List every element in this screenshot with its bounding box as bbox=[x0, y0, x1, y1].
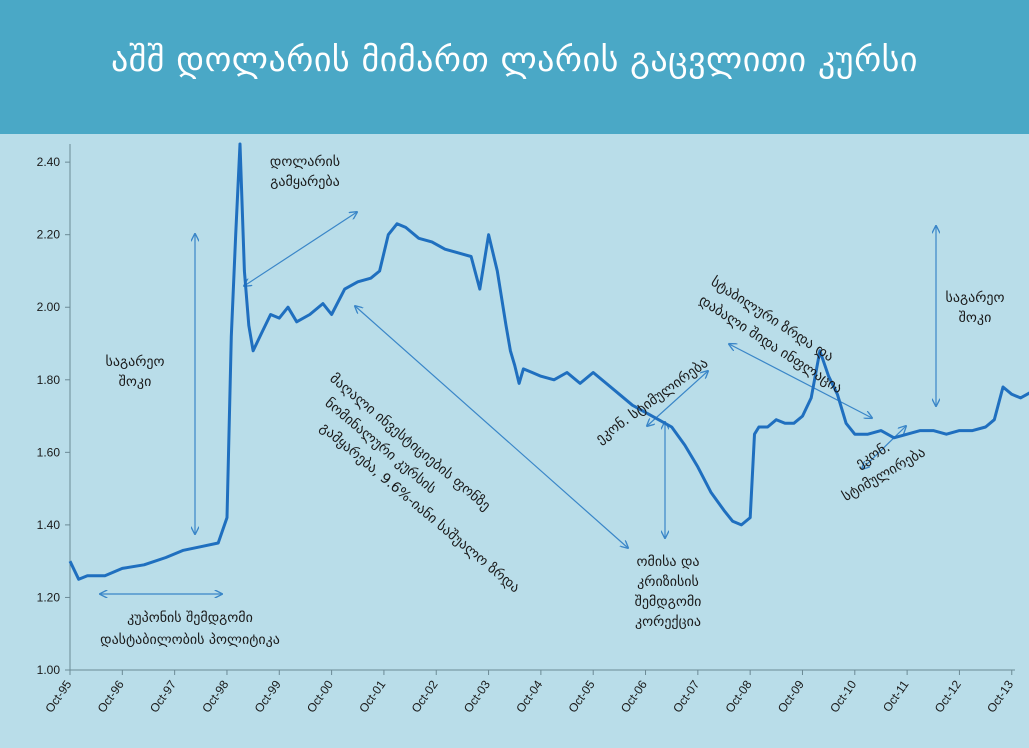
x-tick-label: Oct-12 bbox=[932, 677, 964, 715]
title-banner: აშშ დოლარის მიმართ ლარის გაცვლითი კურსი bbox=[0, 0, 1029, 134]
annotation-arrows bbox=[100, 212, 936, 594]
y-tick-label: 1.00 bbox=[37, 663, 61, 677]
annotation-line: საგარეო bbox=[946, 289, 1005, 306]
x-tick-label: Oct-13 bbox=[984, 677, 1016, 715]
annotation-line: დოლარის bbox=[270, 153, 340, 170]
x-tick-label: Oct-01 bbox=[356, 677, 388, 715]
y-tick-label: 2.40 bbox=[37, 155, 61, 169]
x-tick-labels: Oct-95 Oct-96 Oct-97 Oct-98 Oct-99 Oct-00 Oct-… bbox=[42, 677, 1016, 715]
x-tick-label: Oct-08 bbox=[722, 677, 754, 715]
annotation-label: კუპონის შემდგომი დასტაბილობის პოლიტიკა bbox=[100, 610, 280, 648]
annotation-label: ეკონ.სტიმულირება bbox=[839, 439, 928, 504]
y-tick-label: 2.20 bbox=[37, 228, 61, 242]
page-title: აშშ დოლარის მიმართ ლარის გაცვლითი კურსი bbox=[111, 40, 918, 80]
annotation-label: ეკონ. სტიმულირება bbox=[592, 354, 711, 447]
x-tick-label: Oct-11 bbox=[880, 677, 912, 714]
y-tick-label: 2.00 bbox=[37, 300, 61, 314]
annotation-line: საგარეო bbox=[106, 353, 165, 370]
axes bbox=[65, 144, 1015, 675]
annotation-arrow bbox=[862, 426, 906, 469]
x-tick-label: Oct-02 bbox=[409, 677, 441, 715]
annotation-label: დოლარის გამყარება bbox=[270, 153, 340, 190]
x-tick-label: Oct-03 bbox=[461, 677, 493, 715]
y-tick-label: 1.20 bbox=[37, 590, 61, 604]
annotation-line: შემდგომი bbox=[635, 594, 702, 610]
annotation-arrow bbox=[729, 344, 872, 418]
series-line bbox=[68, 142, 1029, 581]
x-tick-label: Oct-95 bbox=[42, 677, 74, 715]
y-tick-labels: 1.00 1.20 1.40 1.60 1.80 2.00 2.20 2.40 bbox=[37, 155, 61, 677]
annotation-line: ეკონ. სტიმულირება bbox=[592, 354, 711, 447]
annotation-arrow bbox=[355, 306, 628, 548]
x-tick-label: Oct-07 bbox=[670, 677, 702, 715]
annotation-label: საგარეო შოკი bbox=[106, 353, 165, 390]
x-tick-label: Oct-09 bbox=[775, 677, 807, 715]
annotation-line: გამყარება bbox=[270, 173, 340, 190]
x-tick-label: Oct-04 bbox=[513, 677, 545, 715]
x-tick-label: Oct-99 bbox=[252, 677, 284, 715]
x-tick-label: Oct-10 bbox=[827, 677, 859, 715]
annotation-label: ომისა და კრიზისის შემდგომი კორექცია bbox=[635, 554, 702, 630]
y-tick-label: 1.80 bbox=[37, 373, 61, 387]
y-tick-label: 1.40 bbox=[37, 518, 61, 532]
x-tick-label: Oct-00 bbox=[304, 677, 336, 715]
annotation-line: კუპონის შემდგომი bbox=[127, 610, 253, 626]
annotation-arrow bbox=[244, 212, 357, 286]
annotation-label: საგარეო შოკი bbox=[946, 289, 1005, 326]
x-tick-label: Oct-05 bbox=[566, 677, 598, 715]
annotation-line: დასტაბილობის პოლიტიკა bbox=[100, 632, 280, 648]
annotation-line: შოკი bbox=[959, 310, 992, 326]
exchange-rate-line bbox=[68, 142, 1029, 581]
annotation-line: შოკი bbox=[119, 374, 152, 390]
annotation-arrow bbox=[647, 371, 708, 426]
y-tick-label: 1.60 bbox=[37, 445, 61, 459]
exchange-rate-chart: 1.001.201.401.601.802.002.202.40 Oct-95 O… bbox=[37, 142, 1029, 715]
x-tick-label: Oct-96 bbox=[95, 677, 127, 715]
x-tick-label: Oct-97 bbox=[147, 677, 179, 715]
annotation-line: ომისა და bbox=[637, 554, 700, 570]
x-tick-label: Oct-06 bbox=[618, 677, 650, 715]
annotation-line: კორექცია bbox=[635, 613, 701, 630]
x-tick-label: Oct-98 bbox=[199, 677, 231, 715]
annotation-line: კრიზისის bbox=[637, 573, 699, 590]
